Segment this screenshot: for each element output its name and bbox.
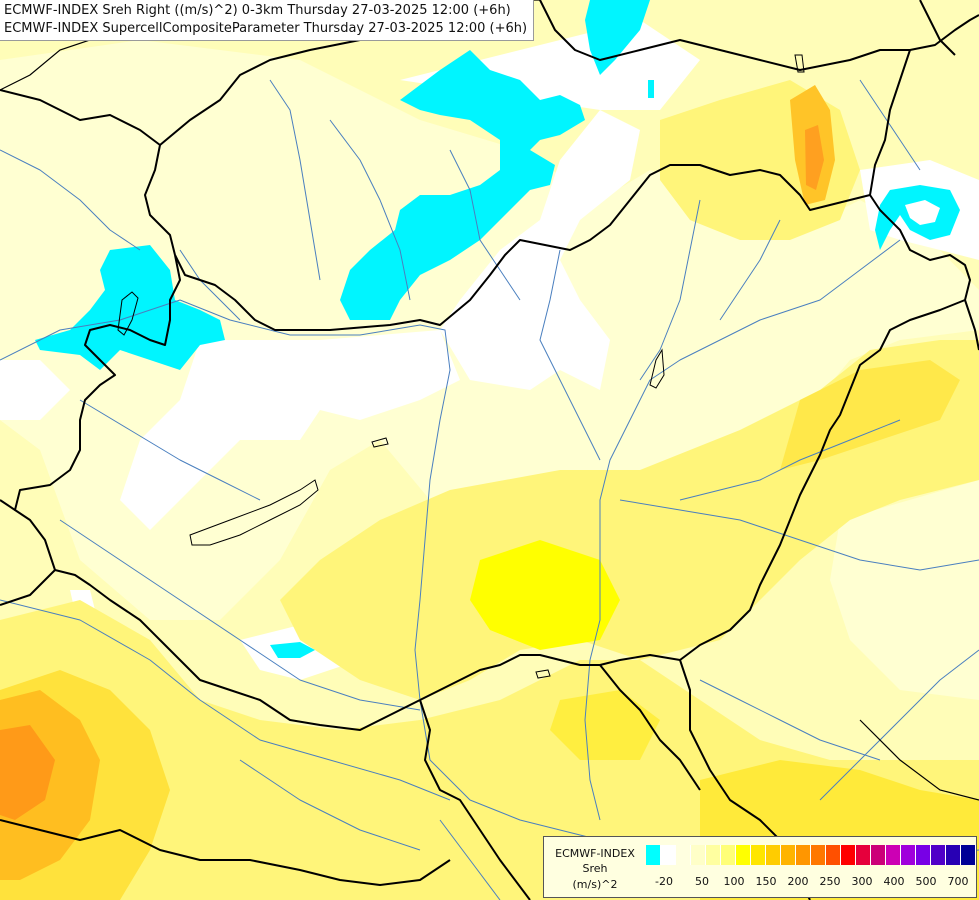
field-cyan-southwest xyxy=(270,642,315,658)
chart-title-box: ECMWF-INDEX Sreh Right ((m/s)^2) 0-3km T… xyxy=(0,0,535,41)
legend-swatch xyxy=(796,845,811,865)
legend-tick-label: 500 xyxy=(915,875,937,888)
legend-swatch xyxy=(841,845,856,865)
river-south-1 xyxy=(439,819,501,900)
legend-swatch xyxy=(931,845,946,865)
legend-swatch xyxy=(751,845,766,865)
legend-label-unit: (m/s)^2 xyxy=(572,878,618,891)
legend-swatch xyxy=(646,845,661,865)
border-serbia-east xyxy=(599,664,701,791)
river-west-2 xyxy=(79,399,261,501)
field-white-region-north xyxy=(400,20,700,390)
border-misc-2 xyxy=(859,719,979,801)
legend-tick-label: 150 xyxy=(755,875,777,888)
field-cyan-north xyxy=(340,50,585,320)
river-sava xyxy=(0,599,451,801)
field-white-hole-east xyxy=(905,200,940,225)
legend-swatch xyxy=(946,845,961,865)
river-se xyxy=(699,679,881,761)
legend-swatch xyxy=(691,845,706,865)
lake-small-1 xyxy=(371,437,389,448)
legend-box: ECMWF-INDEX Sreh (m/s)^2 -20 50 100 150 200 2… xyxy=(543,836,977,898)
river-drava xyxy=(59,519,421,711)
lake-north xyxy=(794,54,805,73)
lake-small-3 xyxy=(649,348,665,389)
legend-swatch xyxy=(781,845,796,865)
river-tisza xyxy=(584,239,901,821)
lake-neusiedl xyxy=(117,291,139,336)
legend-swatch xyxy=(676,845,691,865)
field-white-region-west xyxy=(120,330,460,530)
field-pale-region-east xyxy=(830,480,979,700)
lake-small-2 xyxy=(535,669,551,679)
legend-label-param: Sreh xyxy=(582,862,608,875)
legend-label-source: ECMWF-INDEX xyxy=(555,847,635,860)
border-hungary-southwest xyxy=(54,569,421,731)
border-croatia-serbia xyxy=(419,699,531,900)
river-nw xyxy=(0,149,141,251)
legend-swatch xyxy=(706,845,721,865)
river-s-2 xyxy=(239,759,421,851)
legend-swatch xyxy=(886,845,901,865)
field-cyan-north-2 xyxy=(585,0,650,75)
field-deep-yellow-center xyxy=(470,540,620,650)
legend-swatch xyxy=(901,845,916,865)
border-ukraine xyxy=(869,49,911,196)
river-north-2 xyxy=(449,149,521,301)
legend-tick-label: 50 xyxy=(695,875,709,888)
border-east-romania xyxy=(964,299,979,351)
legend-tick-label: -20 xyxy=(655,875,673,888)
river-n xyxy=(269,79,321,281)
field-orange-southwest-core xyxy=(0,725,55,820)
border-hungary-east xyxy=(419,194,971,701)
legend-swatch xyxy=(856,845,871,865)
legend-swatch xyxy=(721,845,736,865)
legend-swatch xyxy=(811,845,826,865)
legend-tick-label: 300 xyxy=(851,875,873,888)
lake-balaton xyxy=(189,479,319,546)
legend-swatch xyxy=(961,845,976,865)
river-northeast xyxy=(719,219,781,321)
river-north-4 xyxy=(639,199,701,381)
legend-tick-label: 100 xyxy=(723,875,745,888)
border-east-moldova xyxy=(919,0,956,56)
legend-tick-label: 400 xyxy=(883,875,905,888)
legend-tick-label: 250 xyxy=(819,875,841,888)
legend-swatch xyxy=(736,845,751,865)
field-orange-north-core xyxy=(805,125,824,190)
legend-color-scale xyxy=(646,845,976,865)
legend-swatch xyxy=(871,845,886,865)
border-hungary-north xyxy=(174,164,871,331)
river-north-1 xyxy=(329,119,411,301)
border-austria-west xyxy=(0,499,16,511)
border-croatia-bosnia xyxy=(0,819,451,886)
legend-swatch xyxy=(766,845,781,865)
river-koros xyxy=(679,419,901,501)
river-ne-2 xyxy=(859,79,921,171)
field-deep-yellow-south-2 xyxy=(550,690,660,760)
title-line-2: ECMWF-INDEX SupercellCompositeParameter … xyxy=(4,21,528,36)
river-north-3 xyxy=(539,249,601,461)
river-east-1 xyxy=(819,649,979,801)
lakes xyxy=(117,54,805,679)
river-west-1 xyxy=(179,249,241,321)
legend-swatch xyxy=(916,845,931,865)
river-maros xyxy=(619,499,979,571)
border-slovenia xyxy=(0,569,56,606)
border-poland xyxy=(539,0,979,71)
legend-swatch xyxy=(826,845,841,865)
legend-swatch xyxy=(661,845,676,865)
legend-tick-label: 200 xyxy=(787,875,809,888)
legend-tick-label: 700 xyxy=(947,875,969,888)
border-hungary-west xyxy=(14,254,181,571)
field-white-region-far-west xyxy=(0,360,70,420)
title-line-1: ECMWF-INDEX Sreh Right ((m/s)^2) 0-3km T… xyxy=(4,3,511,18)
legend-ticks: -20 50 100 150 200 250 300 400 500 700 xyxy=(646,875,976,891)
field-cyan-west xyxy=(35,245,225,370)
field-cyan-tick xyxy=(648,80,654,98)
